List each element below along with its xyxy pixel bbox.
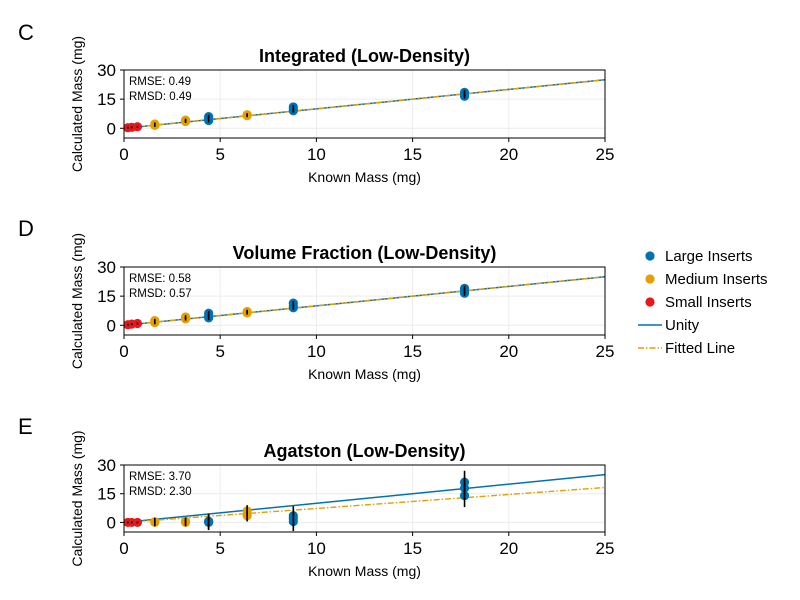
plot-frame	[123, 266, 606, 336]
rmsd-annotation: RMSD: 0.57	[129, 288, 192, 300]
chart-panel-c: C Integrated (Low-Density) 0 5 10 15 20 25 0 15 30…	[18, 20, 614, 185]
plot-area	[124, 275, 605, 330]
x-axis-label: Known Mass (mg)	[308, 366, 421, 382]
chart-panel-e: E Agatston (Low-Density) 0 5 10 15 20 25 0 15 30 Kn…	[18, 414, 614, 579]
series-large-inserts	[204, 470, 470, 532]
rmse-annotation: RMSE: 0.58	[129, 273, 191, 285]
y-tick-label: 0	[107, 316, 116, 335]
plot-area	[124, 470, 605, 532]
x-axis-label: Known Mass (mg)	[308, 169, 421, 185]
x-tick-label: 15	[403, 145, 422, 164]
x-tick-label: 10	[307, 342, 326, 361]
x-tick-label: 5	[215, 539, 224, 558]
x-axis-label: Known Mass (mg)	[308, 563, 421, 579]
fitted-line	[124, 486, 605, 524]
legend-marker	[645, 274, 655, 284]
legend-label: Medium Inserts	[665, 271, 768, 288]
series-small-inserts	[124, 318, 143, 330]
x-tick-label: 15	[403, 342, 422, 361]
series-medium-inserts	[150, 505, 252, 528]
fitted-line	[124, 79, 605, 129]
x-tick-label: 0	[119, 539, 128, 558]
rmsd-annotation: RMSD: 2.30	[129, 486, 192, 498]
plot-frame	[123, 464, 606, 533]
x-tick-label: 5	[215, 145, 224, 164]
legend: Large Inserts Medium Inserts Small Inserts…	[638, 248, 768, 357]
rmsd-annotation: RMSD: 0.49	[129, 91, 192, 103]
series-medium-inserts	[150, 110, 252, 130]
legend-item-medium-inserts: Medium Inserts	[645, 271, 768, 288]
legend-marker	[645, 297, 655, 307]
x-tick-label: 20	[499, 539, 518, 558]
legend-item-unity: Unity	[638, 317, 700, 334]
x-tick-label: 10	[307, 539, 326, 558]
x-tick-label: 20	[499, 342, 518, 361]
chart-title: Volume Fraction (Low-Density)	[233, 243, 497, 263]
panel-letter: D	[18, 216, 34, 241]
chart-panels: C Integrated (Low-Density) 0 5 10 15 20 25 0 15 30…	[18, 20, 614, 579]
legend-item-small-inserts: Small Inserts	[645, 294, 752, 311]
series-large-inserts	[204, 87, 470, 126]
legend-label: Fitted Line	[665, 340, 735, 357]
x-tick-label: 25	[596, 539, 615, 558]
unity-line	[124, 473, 605, 524]
y-axis-label: Calculated Mass (mg)	[69, 36, 85, 172]
y-tick-label: 15	[97, 90, 116, 109]
chart-panel-d: D Volume Fraction (Low-Density) 0 5 10 15 20 25…	[18, 216, 614, 382]
x-tick-label: 5	[215, 342, 224, 361]
series-small-inserts	[124, 517, 143, 528]
y-tick-label: 15	[97, 485, 116, 504]
x-tick-label: 25	[596, 145, 615, 164]
panel-letter: C	[18, 20, 34, 45]
x-tick-label: 0	[119, 342, 128, 361]
x-tick-label: 10	[307, 145, 326, 164]
legend-label: Unity	[665, 317, 700, 334]
legend-marker	[645, 251, 655, 261]
x-tick-label: 15	[403, 539, 422, 558]
y-tick-label: 30	[97, 258, 116, 277]
fitted-line	[124, 276, 605, 326]
x-tick-label: 20	[499, 145, 518, 164]
series-small-inserts	[124, 122, 143, 133]
legend-label: Large Inserts	[665, 248, 753, 265]
chart-title: Integrated (Low-Density)	[259, 46, 470, 66]
y-tick-label: 0	[107, 119, 116, 138]
legend-item-large-inserts: Large Inserts	[645, 248, 753, 265]
plot-area	[124, 78, 605, 133]
legend-item-fitted-line: Fitted Line	[638, 340, 735, 357]
y-tick-label: 0	[107, 513, 116, 532]
y-tick-label: 30	[97, 61, 116, 80]
x-tick-label: 25	[596, 342, 615, 361]
y-tick-label: 30	[97, 456, 116, 475]
rmse-annotation: RMSE: 3.70	[129, 471, 191, 483]
y-tick-label: 15	[97, 287, 116, 306]
chart-title: Agatston (Low-Density)	[264, 441, 466, 461]
series-large-inserts	[204, 283, 470, 323]
plot-frame	[123, 69, 606, 139]
y-axis-label: Calculated Mass (mg)	[69, 233, 85, 369]
panel-letter: E	[18, 414, 33, 439]
rmse-annotation: RMSE: 0.49	[129, 76, 191, 88]
legend-label: Small Inserts	[665, 294, 752, 311]
series-medium-inserts	[150, 306, 252, 328]
x-tick-label: 0	[119, 145, 128, 164]
y-axis-label: Calculated Mass (mg)	[69, 430, 85, 566]
